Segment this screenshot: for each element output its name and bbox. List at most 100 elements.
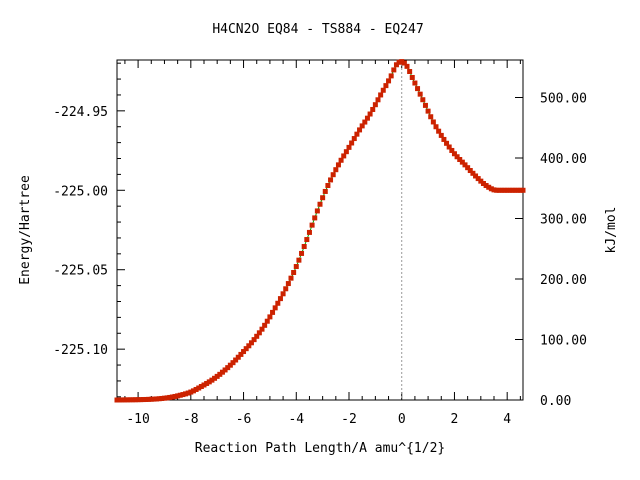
- data-point: [306, 229, 312, 235]
- y-tick-label: -225.05: [53, 264, 108, 279]
- data-point: [378, 92, 384, 98]
- data-point: [119, 397, 125, 403]
- data-point: [359, 123, 365, 129]
- y2-tick-label: 100.00: [540, 334, 587, 349]
- data-point: [275, 300, 281, 306]
- y-tick-label: -224.95: [53, 105, 108, 120]
- y2-tick-label: 400.00: [540, 152, 587, 167]
- data-point: [335, 162, 341, 168]
- data-point: [143, 396, 149, 402]
- data-point: [235, 354, 241, 360]
- data-point: [433, 124, 439, 130]
- data-point: [391, 67, 397, 73]
- data-point: [401, 60, 407, 66]
- data-point: [512, 187, 518, 193]
- data-point: [175, 393, 181, 399]
- data-point: [130, 397, 136, 403]
- y2-tick-label: 500.00: [540, 92, 587, 107]
- data-point: [227, 362, 233, 368]
- data-point: [283, 286, 289, 292]
- data-point: [499, 187, 505, 193]
- data-point: [420, 97, 426, 103]
- data-point: [293, 264, 299, 270]
- data-point: [190, 388, 196, 394]
- data-markers: [114, 59, 526, 403]
- data-point: [357, 127, 363, 133]
- x-tick-label: -8: [183, 412, 199, 427]
- data-point: [217, 371, 223, 377]
- plot-frame: [116, 59, 524, 401]
- data-point: [309, 222, 315, 228]
- data-point: [502, 187, 508, 193]
- x-tick-label: -2: [341, 412, 357, 427]
- data-point: [196, 385, 202, 391]
- data-point: [451, 151, 457, 157]
- data-point: [138, 397, 144, 403]
- data-point: [386, 78, 392, 84]
- x-axis-label: Reaction Path Length/A amu^{1/2}: [195, 441, 445, 456]
- data-point: [312, 215, 318, 221]
- y2-tick-label: 0.00: [540, 394, 571, 409]
- data-point: [296, 257, 302, 263]
- data-point: [183, 391, 189, 397]
- data-point: [251, 337, 257, 343]
- data-point: [167, 394, 173, 400]
- data-point: [122, 397, 128, 403]
- data-point: [388, 73, 394, 79]
- data-point: [301, 244, 307, 250]
- data-point: [507, 187, 513, 193]
- data-point: [172, 393, 178, 399]
- data-point: [417, 91, 423, 97]
- data-point: [422, 102, 428, 108]
- data-point: [151, 396, 157, 402]
- data-point: [135, 397, 141, 403]
- y-axis-label: Energy/Hartree: [18, 175, 33, 285]
- data-point: [114, 397, 120, 403]
- data-point: [243, 346, 249, 352]
- data-point: [520, 187, 526, 193]
- x-tick-label: -10: [126, 412, 149, 427]
- data-point: [370, 106, 376, 112]
- data-point: [488, 186, 494, 192]
- data-point: [328, 177, 334, 183]
- x-tick-label: -6: [236, 412, 252, 427]
- data-point: [380, 87, 386, 93]
- x-tick-label: -4: [288, 412, 304, 427]
- data-point: [209, 377, 215, 383]
- data-point: [219, 369, 225, 375]
- data-point: [230, 360, 236, 366]
- data-point: [254, 333, 260, 339]
- data-point: [246, 343, 252, 349]
- data-point: [375, 97, 381, 103]
- data-point: [177, 392, 183, 398]
- x-tick-label: 4: [503, 412, 511, 427]
- data-point: [462, 162, 468, 168]
- data-point: [349, 140, 355, 146]
- data-point: [467, 168, 473, 174]
- data-point: [343, 149, 349, 155]
- data-point: [325, 183, 331, 189]
- data-point: [212, 375, 218, 381]
- data-point: [280, 291, 286, 297]
- data-point: [214, 373, 220, 379]
- y2-axis-label: kJ/mol: [604, 207, 619, 254]
- data-point: [180, 392, 186, 398]
- data-point: [454, 154, 460, 160]
- data-point: [486, 184, 492, 190]
- data-point: [436, 128, 442, 134]
- data-point: [140, 397, 146, 403]
- data-point: [407, 69, 413, 75]
- data-point: [496, 187, 502, 193]
- data-point: [270, 309, 276, 315]
- data-point: [314, 208, 320, 214]
- data-point: [351, 136, 357, 142]
- data-point: [272, 305, 278, 311]
- data-point: [383, 83, 389, 89]
- data-point: [159, 395, 165, 401]
- data-point: [248, 340, 254, 346]
- data-point: [415, 86, 421, 92]
- data-point: [372, 102, 378, 108]
- data-point: [364, 115, 370, 121]
- data-point: [457, 156, 463, 162]
